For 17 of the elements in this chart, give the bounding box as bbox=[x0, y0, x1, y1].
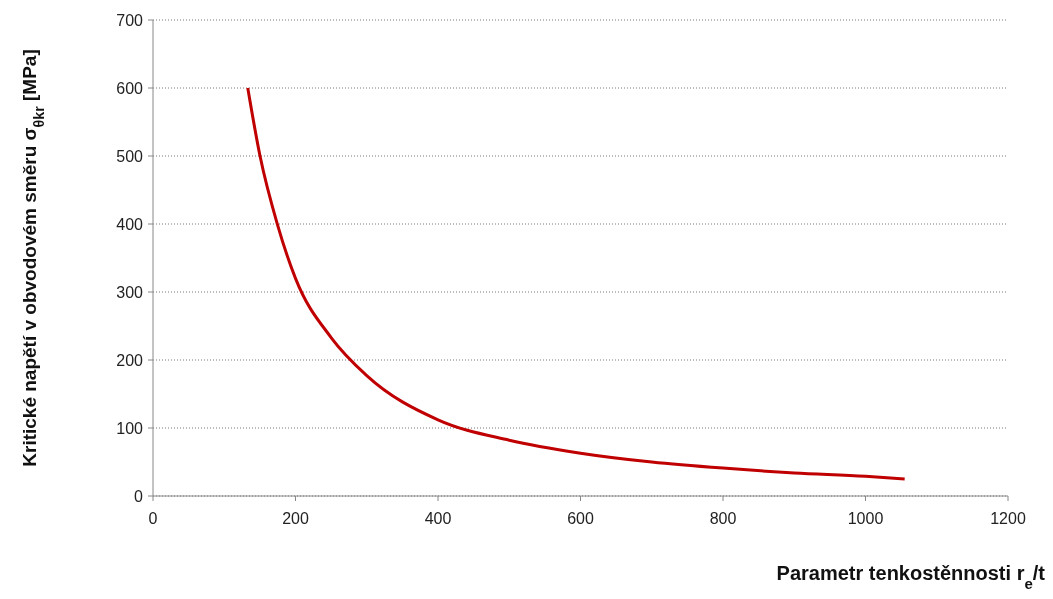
y-tick-label: 200 bbox=[116, 351, 144, 369]
y-tick-label: 400 bbox=[116, 215, 144, 233]
x-tick-label: 0 bbox=[148, 510, 158, 527]
y-tick-label: 300 bbox=[116, 283, 144, 301]
y-tick-label: 100 bbox=[116, 419, 144, 437]
y-tick-label: 500 bbox=[116, 147, 144, 165]
x-tick-label: 1200 bbox=[990, 510, 1026, 527]
y-tick-label: 0 bbox=[134, 487, 144, 505]
x-axis-title: Parametr tenkostěnnosti r$_{e}$/t bbox=[776, 562, 1046, 592]
x-tick-label: 600 bbox=[567, 510, 594, 527]
y-tick-label: 600 bbox=[116, 79, 144, 97]
x-tick-label: 800 bbox=[709, 510, 737, 527]
y-tick-label: 700 bbox=[116, 11, 144, 29]
x-tick-label: 200 bbox=[282, 510, 309, 527]
x-tick-label: 1000 bbox=[847, 510, 884, 527]
x-tick-label: 400 bbox=[424, 510, 452, 527]
line-series bbox=[246, 86, 907, 481]
